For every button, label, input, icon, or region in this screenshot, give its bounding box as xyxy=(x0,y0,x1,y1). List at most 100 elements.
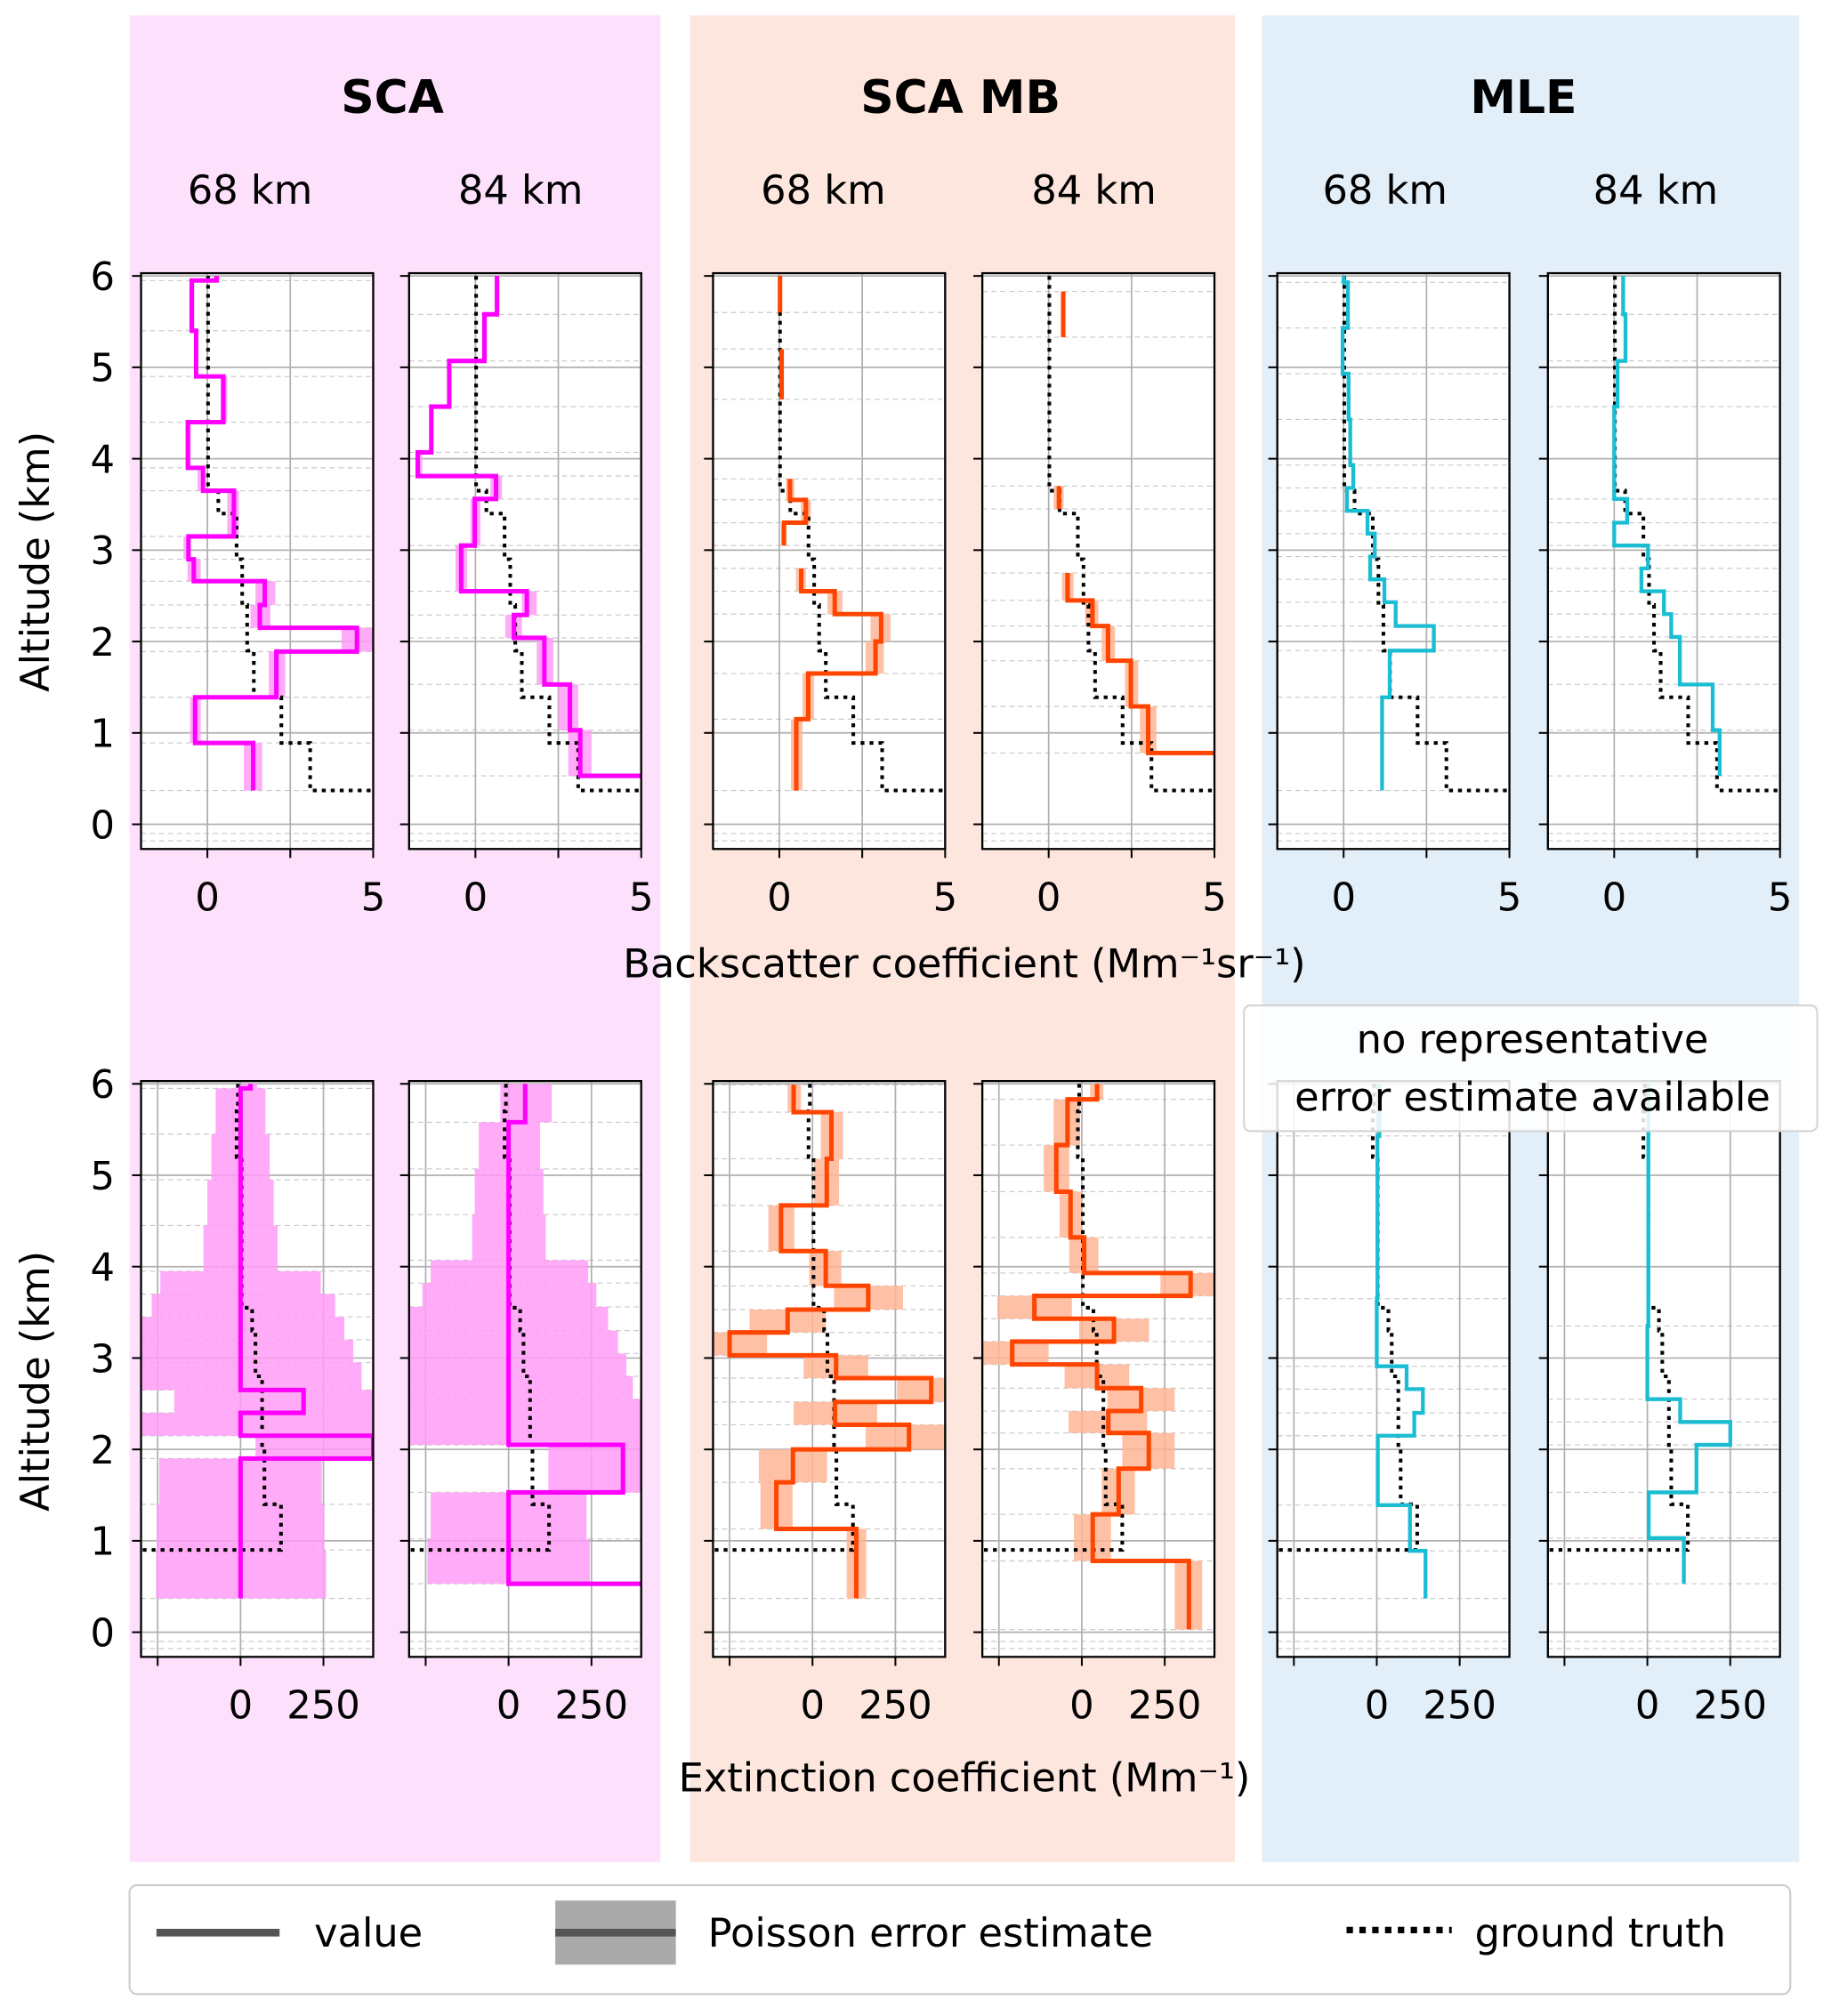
error-band xyxy=(173,1390,374,1414)
panel-mle-84km-extinction: 0 250 xyxy=(1538,1080,1781,1729)
error-band xyxy=(151,1294,335,1318)
subtitle-scamb-84: 84 km xyxy=(1031,167,1156,214)
x-tick-label: 250 xyxy=(1694,1684,1768,1729)
value-line xyxy=(185,276,359,791)
x-tick-label: 0 xyxy=(1069,1684,1094,1729)
plot-area xyxy=(1277,273,1510,850)
error-band xyxy=(408,1375,633,1399)
plot-content xyxy=(141,1081,374,1657)
y-tick-label: 2 xyxy=(91,621,116,665)
y-tick-label: 5 xyxy=(91,1155,116,1199)
panel-sca-84km-extinction: 0 250 xyxy=(399,1080,642,1729)
x-tick-label: 5 xyxy=(933,875,958,920)
x-tick-label: 0 xyxy=(1331,875,1356,920)
x-tick-label: 250 xyxy=(859,1684,932,1729)
x-tick-label: 0 xyxy=(195,875,220,920)
group-title-sca: SCA xyxy=(341,71,444,125)
axes-frame xyxy=(407,271,642,851)
y-tick-label: 1 xyxy=(91,1520,116,1565)
subtitle-sca-84: 84 km xyxy=(458,167,583,214)
error-band xyxy=(713,1332,768,1356)
plot-content xyxy=(408,1081,641,1657)
x-tick-label: 5 xyxy=(629,875,654,920)
y-tick-label: 6 xyxy=(91,1063,116,1108)
error-band xyxy=(141,1362,362,1391)
y-tick-label: 3 xyxy=(91,1337,116,1382)
ground-truth-line xyxy=(1342,276,1510,793)
plot-content xyxy=(713,1081,946,1657)
y-tick-label: 1 xyxy=(91,713,116,757)
ground-truth-line xyxy=(206,276,374,793)
subtitle-sca-68: 68 km xyxy=(188,167,312,214)
x-axis-label-backscatter: Backscatter coefficient (Mm⁻¹sr⁻¹) xyxy=(623,940,1305,987)
plot-area xyxy=(1547,273,1780,850)
x-tick-label: 0 xyxy=(1635,1684,1660,1729)
error-band xyxy=(408,1399,641,1446)
error-band xyxy=(141,1413,374,1436)
error-band xyxy=(982,1341,1049,1365)
error-band xyxy=(521,591,537,616)
x-tick-label: 0 xyxy=(1036,875,1061,920)
plot-content xyxy=(982,1081,1215,1657)
axes-frame xyxy=(980,1080,1216,1658)
axes-frame xyxy=(712,271,947,851)
ground-truth-line xyxy=(1613,276,1780,793)
axes-frame xyxy=(1276,271,1511,851)
x-axis-label-extinction: Extinction coefficient (Mm⁻¹) xyxy=(679,1755,1251,1802)
y-axis-label-bottom: Altitude (km) xyxy=(12,1251,59,1512)
axes-frame xyxy=(140,271,375,851)
error-band xyxy=(408,1330,618,1354)
plot-area xyxy=(713,273,946,850)
legend-ground-truth-label: ground truth xyxy=(1475,1910,1726,1956)
plot-content xyxy=(408,273,641,850)
subtitle-mle-84: 84 km xyxy=(1593,167,1718,214)
y-tick-label: 0 xyxy=(91,803,116,848)
legend: value Poisson error estimate ground trut… xyxy=(128,1883,1792,1996)
annotation-box: no representative error estimate availab… xyxy=(1243,1004,1819,1133)
panel-mle-68km-extinction: 0 250 xyxy=(1268,1080,1511,1729)
ground-truth-line xyxy=(474,276,641,793)
x-tick-label: 250 xyxy=(286,1684,360,1729)
x-tick-label: 0 xyxy=(1602,875,1627,920)
value-line xyxy=(778,276,883,791)
y-tick-label: 4 xyxy=(91,1246,116,1291)
x-tick-label: 5 xyxy=(1497,875,1522,920)
value-line xyxy=(1612,276,1722,777)
y-tick-label: 5 xyxy=(91,347,116,391)
y-tick-label: 4 xyxy=(91,438,116,482)
x-tick-label: 0 xyxy=(496,1684,521,1729)
panel-sca-68km-backscatter: 0 1 2 3 4 5 6 0 5 xyxy=(91,255,386,920)
annotation-line-1: no representative xyxy=(1357,1016,1709,1062)
value-line xyxy=(1056,291,1215,755)
plot-content xyxy=(1277,273,1510,850)
y-tick-label: 3 xyxy=(91,529,116,574)
plot-content xyxy=(713,273,946,850)
x-tick-label: 0 xyxy=(800,1684,825,1729)
x-tick-label: 250 xyxy=(1423,1684,1496,1729)
x-tick-label: 0 xyxy=(229,1684,254,1729)
x-tick-label: 250 xyxy=(1128,1684,1202,1729)
error-band xyxy=(255,1435,374,1459)
group-title-sca-mb: SCA MB xyxy=(860,71,1061,125)
panel-scamb-68km-extinction: 0 250 xyxy=(704,1080,947,1729)
axes-frame xyxy=(712,1080,947,1658)
value-line xyxy=(1645,1084,1732,1585)
panel-scamb-84km-extinction: 0 250 xyxy=(973,1080,1216,1729)
y-tick-label: 6 xyxy=(91,255,116,300)
x-tick-label: 0 xyxy=(767,875,792,920)
plot-content xyxy=(982,273,1215,850)
axes-frame xyxy=(140,1080,375,1658)
error-band xyxy=(1160,1272,1215,1296)
plot-area xyxy=(982,273,1215,850)
value-line xyxy=(1340,276,1436,791)
value-line xyxy=(1375,1084,1428,1599)
error-band xyxy=(865,1424,946,1450)
plot-content xyxy=(141,273,374,850)
value-line xyxy=(238,1084,374,1599)
annotation-line-2: error estimate available xyxy=(1295,1074,1770,1120)
